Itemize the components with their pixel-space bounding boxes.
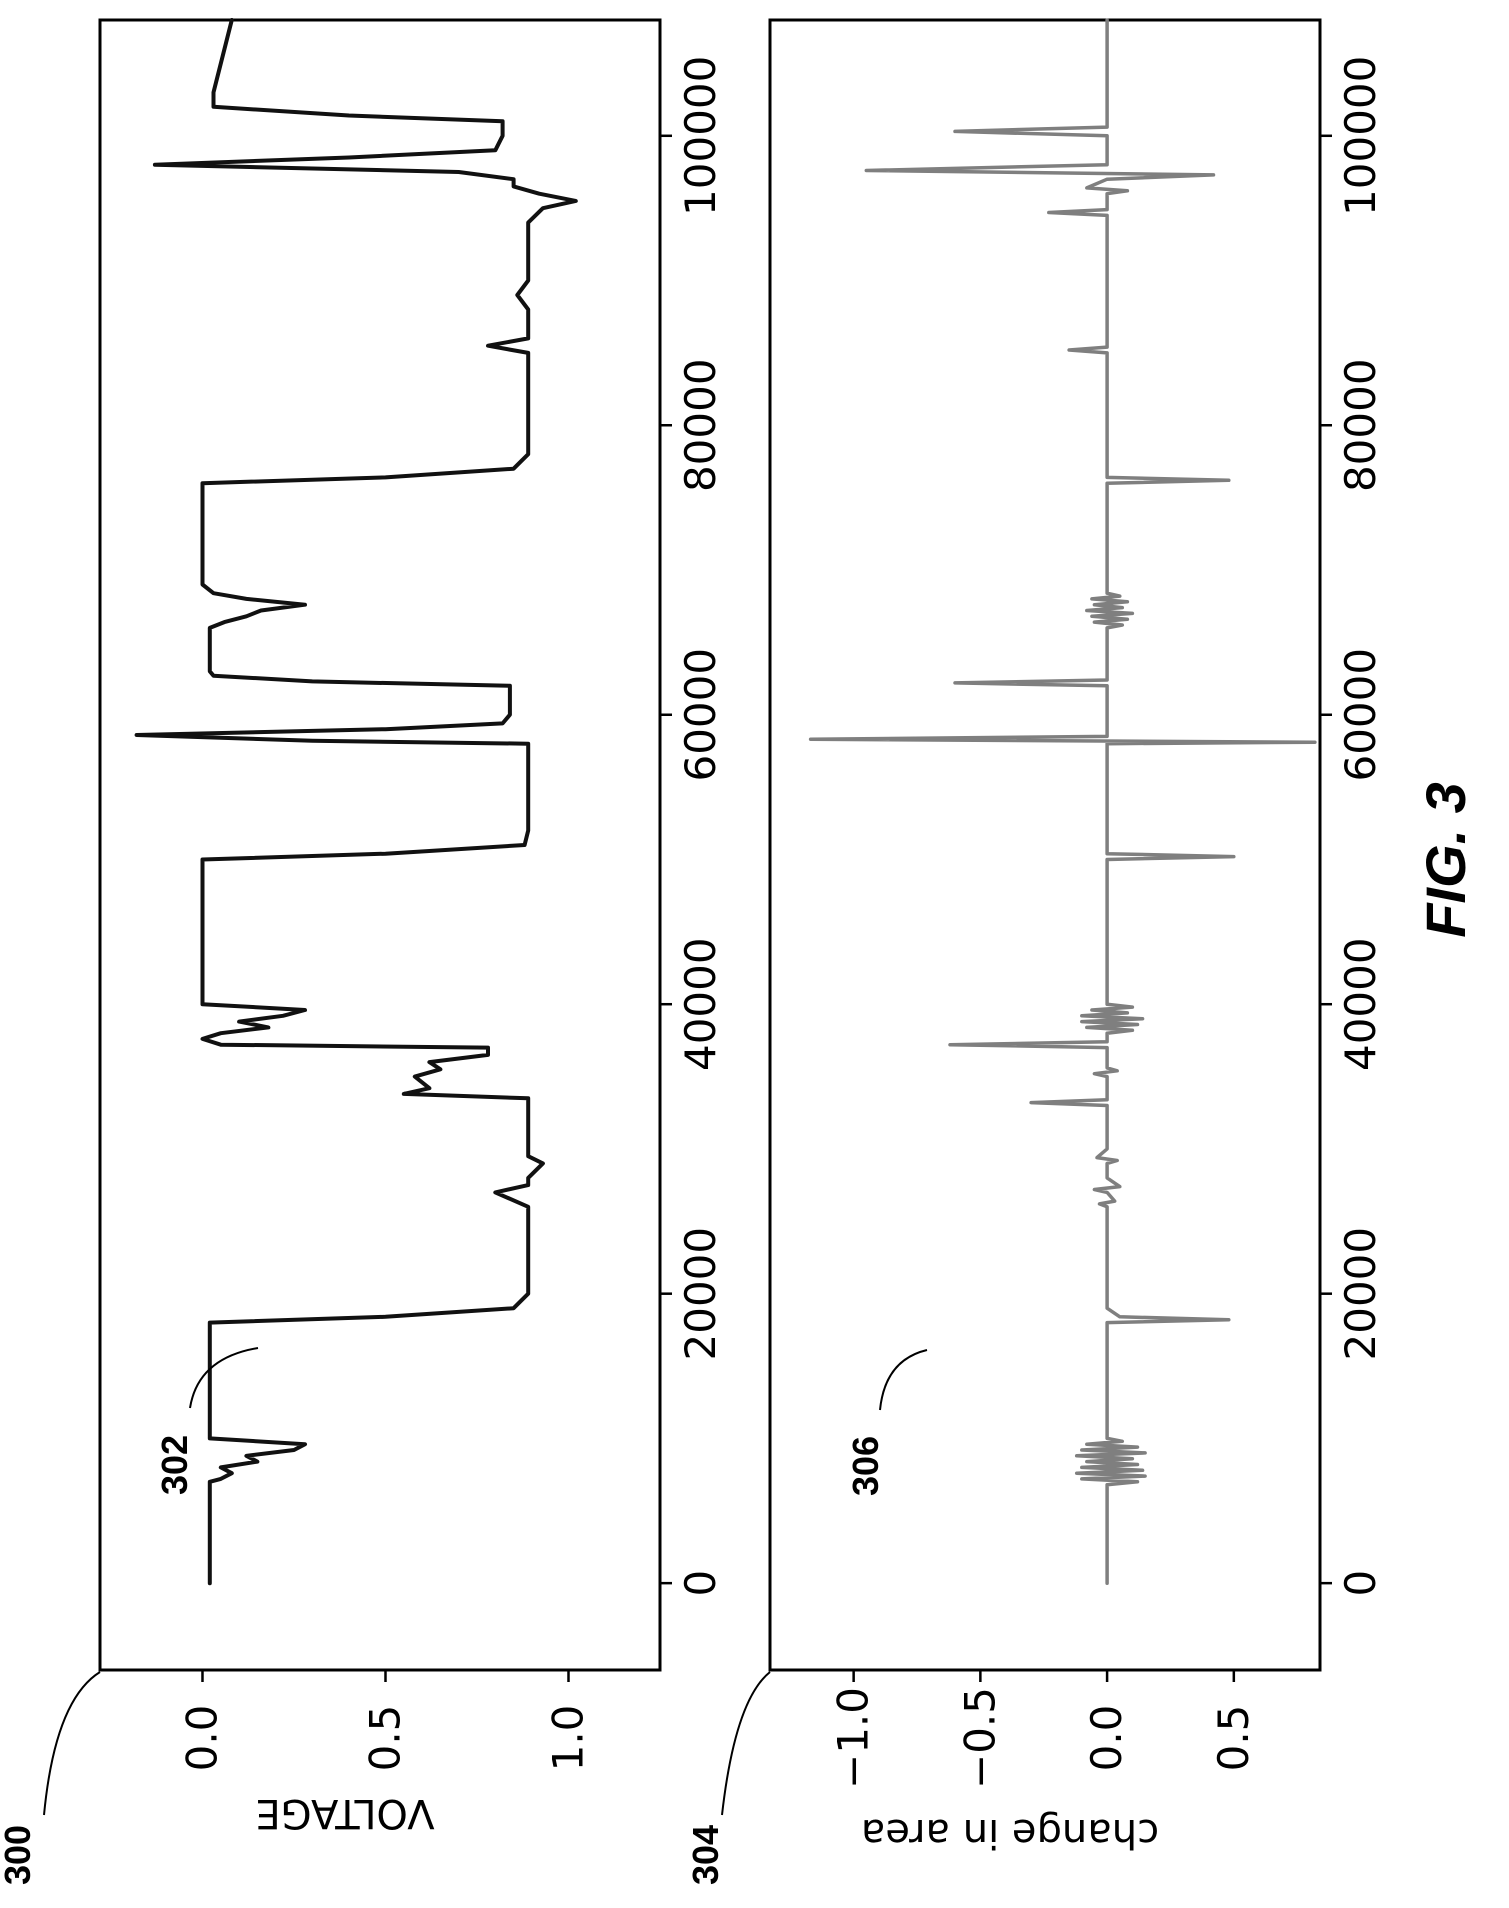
reference-numeral-300: 300	[0, 1825, 38, 1885]
plot-area-change-in-area	[808, 18, 1317, 1585]
y-axis-label-voltage: VOLTAGE	[255, 1790, 434, 1836]
y-tick-label-change-in-area-1: 0.0	[1082, 1705, 1131, 1772]
x-tick-label-voltage-2: 40000	[676, 937, 725, 1071]
x-tick-label-voltage-1: 20000	[676, 1227, 725, 1361]
y-ticks-voltage: 0.0 0.5 1.0	[177, 1670, 592, 1771]
plot-area-voltage	[134, 18, 578, 1586]
figure-label: FIG. 3	[1414, 782, 1477, 938]
panel-change-in-area: 0.5 0.0 −0.5 −1.0 0 20000 40000 60000 80000 1000…	[685, 18, 1385, 1885]
x-tick-label-change-in-area-2: 40000	[1336, 937, 1385, 1071]
series-line-change-in-area-0	[808, 18, 1317, 1585]
y-axis-label-change-in-area: change in area	[861, 1810, 1159, 1856]
y-ticks-change-in-area: 0.5 0.0 −0.5 −1.0	[829, 1670, 1258, 1789]
x-tick-label-voltage-0: 0	[676, 1570, 725, 1597]
x-tick-label-change-in-area-1: 20000	[1336, 1227, 1385, 1361]
leader-line-300	[43, 1671, 101, 1816]
leader-line-306	[879, 1349, 928, 1411]
plot-frame-voltage	[98, 18, 662, 1672]
panel-voltage: 0.0 0.5 1.0 0 20000 40000 60000 80000 100000 VO…	[0, 18, 725, 1885]
x-ticks-voltage: 0 20000 40000 60000 80000 100000	[660, 56, 725, 1597]
plot-frame-change-in-area	[768, 18, 1322, 1672]
x-tick-label-change-in-area-3: 60000	[1336, 648, 1385, 782]
x-tick-label-voltage-5: 100000	[676, 56, 725, 216]
x-tick-label-change-in-area-5: 100000	[1336, 56, 1385, 216]
series-line-voltage-0	[134, 18, 578, 1586]
y-tick-label-change-in-area-2: −0.5	[955, 1687, 1004, 1789]
y-tick-label-voltage-1: 0.5	[360, 1705, 409, 1772]
x-tick-label-change-in-area-0: 0	[1336, 1570, 1385, 1597]
y-tick-label-change-in-area-0: 0.5	[1209, 1705, 1258, 1772]
leader-line-302	[189, 1347, 259, 1409]
x-ticks-change-in-area: 0 20000 40000 60000 80000 100000	[1320, 56, 1385, 1597]
y-tick-label-voltage-0: 0.0	[177, 1705, 226, 1772]
reference-numeral-302: 302	[154, 1435, 195, 1495]
reference-numeral-306: 306	[845, 1436, 886, 1496]
x-tick-label-change-in-area-4: 80000	[1336, 358, 1385, 492]
leader-line-304	[721, 1671, 771, 1816]
x-tick-label-voltage-3: 60000	[676, 648, 725, 782]
y-tick-label-voltage-2: 1.0	[543, 1705, 592, 1772]
reference-numeral-304: 304	[685, 1825, 726, 1885]
y-tick-label-change-in-area-3: −1.0	[829, 1687, 878, 1789]
x-tick-label-voltage-4: 80000	[676, 358, 725, 492]
